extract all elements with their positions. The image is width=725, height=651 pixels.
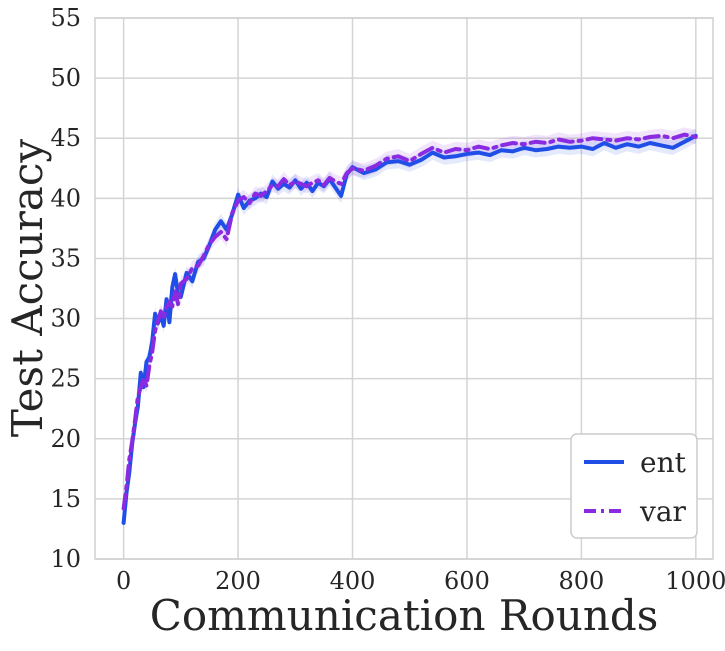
y-tick-label: 35 — [50, 244, 81, 272]
series-line-ent — [121, 133, 698, 525]
y-tick-label: 30 — [50, 305, 81, 333]
grid-lines — [95, 17, 713, 560]
y-tick-label: 10 — [50, 545, 81, 573]
y-tick-label: 40 — [50, 184, 81, 212]
series-line-var — [121, 132, 698, 511]
y-axis-title: Test Accuracy — [3, 139, 52, 437]
x-axis-title: Communication Rounds — [150, 591, 659, 640]
plot-frame — [94, 17, 714, 560]
y-tick-label: 55 — [50, 4, 81, 32]
y-tick-label: 45 — [50, 124, 81, 152]
y-tick-label: 15 — [50, 485, 81, 513]
x-tick-label: 800 — [558, 567, 604, 595]
legend-label-var: var — [639, 495, 687, 528]
series-lines — [121, 132, 698, 525]
y-tick-label: 25 — [50, 365, 81, 393]
y-tick-label: 50 — [50, 64, 81, 92]
x-tick-label: 0 — [116, 567, 131, 595]
y-tick-labels: 10 15 20 25 30 35 40 45 50 55 — [50, 4, 81, 573]
legend-label-ent: ent — [640, 446, 687, 479]
y-tick-label: 20 — [50, 425, 81, 453]
x-tick-labels: 0 200 400 600 800 1000 — [116, 567, 725, 595]
x-tick-label: 1000 — [665, 567, 725, 595]
x-tick-label: 200 — [215, 567, 261, 595]
legend: ent var — [570, 433, 698, 539]
x-tick-label: 400 — [330, 567, 376, 595]
x-tick-label: 600 — [444, 567, 490, 595]
